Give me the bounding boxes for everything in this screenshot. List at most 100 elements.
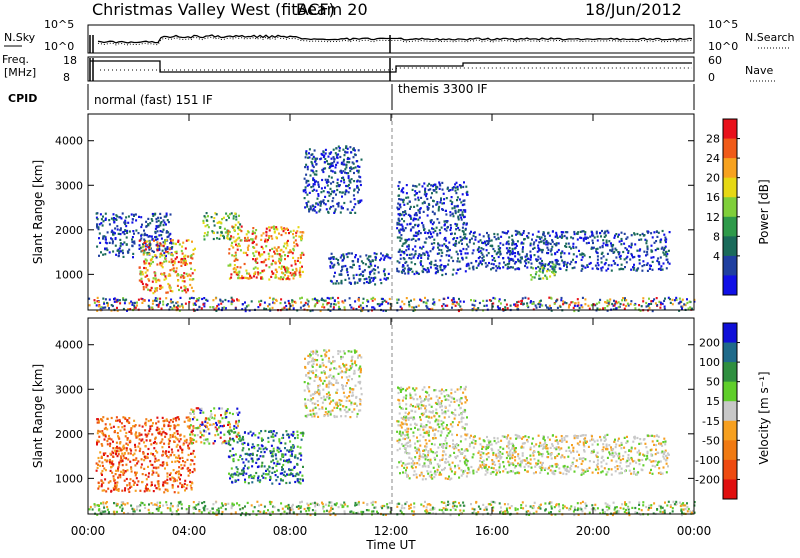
echo-cell — [324, 161, 326, 163]
echo-cell — [323, 396, 325, 398]
echo-cell — [120, 233, 122, 235]
echo-cell — [180, 287, 182, 289]
echo-cell — [146, 456, 148, 458]
echo-cell — [114, 227, 116, 229]
echo-cell — [377, 303, 379, 305]
echo-cell — [453, 269, 455, 271]
echo-cell — [171, 258, 173, 260]
echo-cell — [237, 479, 239, 481]
echo-cell — [172, 301, 174, 303]
echo-cell — [560, 268, 562, 270]
echo-cell — [197, 299, 199, 301]
echo-cell — [118, 252, 120, 254]
echo-cell — [407, 271, 409, 273]
echo-cell — [210, 415, 212, 417]
echo-cell — [317, 416, 319, 418]
echo-cell — [293, 242, 295, 244]
echo-cell — [599, 232, 601, 234]
echo-cell — [137, 446, 139, 448]
echo-cell — [248, 231, 250, 233]
echo-cell — [397, 203, 399, 205]
echo-cell — [425, 195, 427, 197]
echo-cell — [431, 236, 433, 238]
echo-cell — [356, 405, 358, 407]
echo-cell — [184, 289, 186, 291]
echo-cell — [443, 303, 445, 305]
echo-cell — [239, 245, 241, 247]
echo-cell — [405, 419, 407, 421]
echo-cell — [134, 302, 136, 304]
echo-cell — [462, 211, 464, 213]
echo-cell — [314, 158, 316, 160]
echo-cell — [375, 257, 377, 259]
echo-cell — [295, 263, 297, 265]
echo-cell — [123, 221, 125, 223]
echo-cell — [484, 241, 486, 243]
echo-cell — [621, 238, 623, 240]
echo-cell — [106, 428, 108, 430]
echo-cell — [412, 219, 414, 221]
echo-cell — [611, 303, 613, 305]
echo-cell — [165, 251, 167, 253]
echo-cell — [305, 415, 307, 417]
echo-cell — [322, 402, 324, 404]
echo-cell — [251, 446, 253, 448]
echo-cell — [443, 198, 445, 200]
echo-cell — [150, 443, 152, 445]
echo-cell — [417, 405, 419, 407]
echo-cell — [325, 350, 327, 352]
echo-cell — [539, 262, 541, 264]
echo-cell — [102, 490, 104, 492]
echo-cell — [139, 244, 141, 246]
echo-cell — [411, 253, 413, 255]
echo-cell — [426, 470, 428, 472]
echo-cell — [324, 187, 326, 189]
echo-cell — [428, 207, 430, 209]
echo-cell — [261, 261, 263, 263]
echo-cell — [116, 481, 118, 483]
echo-cell — [440, 199, 442, 201]
echo-cell — [245, 270, 247, 272]
echo-cell — [420, 197, 422, 199]
echo-cell — [242, 439, 244, 441]
echo-cell — [375, 259, 377, 261]
echo-cell — [412, 405, 414, 407]
echo-cell — [270, 461, 272, 463]
echo-cell — [447, 188, 449, 190]
echo-cell — [110, 491, 112, 493]
echo-cell — [584, 298, 586, 300]
echo-cell — [200, 412, 202, 414]
echo-cell — [275, 479, 277, 481]
echo-cell — [473, 268, 475, 270]
echo-cell — [568, 306, 570, 308]
echo-cell — [380, 279, 382, 281]
echo-cell — [499, 262, 501, 264]
echo-cell — [143, 468, 145, 470]
echo-cell — [477, 249, 479, 251]
echo-cell — [307, 382, 309, 384]
echo-cell — [406, 192, 408, 194]
echo-cell — [475, 260, 477, 262]
echo-cell — [107, 443, 109, 445]
echo-cell — [362, 275, 364, 277]
echo-cell — [119, 299, 121, 301]
echo-cell — [598, 301, 600, 303]
echo-cell — [153, 240, 155, 242]
echo-cell — [274, 302, 276, 304]
echo-cell — [150, 419, 152, 421]
echo-cell — [348, 161, 350, 163]
echo-cell — [268, 255, 270, 257]
echo-cell — [340, 273, 342, 275]
echo-cell — [404, 434, 406, 436]
echo-cell — [100, 222, 102, 224]
echo-cell — [437, 399, 439, 401]
echo-cell — [164, 275, 166, 277]
echo-cell — [352, 260, 354, 262]
echo-cell — [333, 303, 335, 305]
echo-cell — [178, 455, 180, 457]
echo-cell — [540, 249, 542, 251]
echo-cell — [235, 252, 237, 254]
echo-cell — [592, 268, 594, 270]
echo-cell — [173, 267, 175, 269]
echo-cell — [188, 301, 190, 303]
